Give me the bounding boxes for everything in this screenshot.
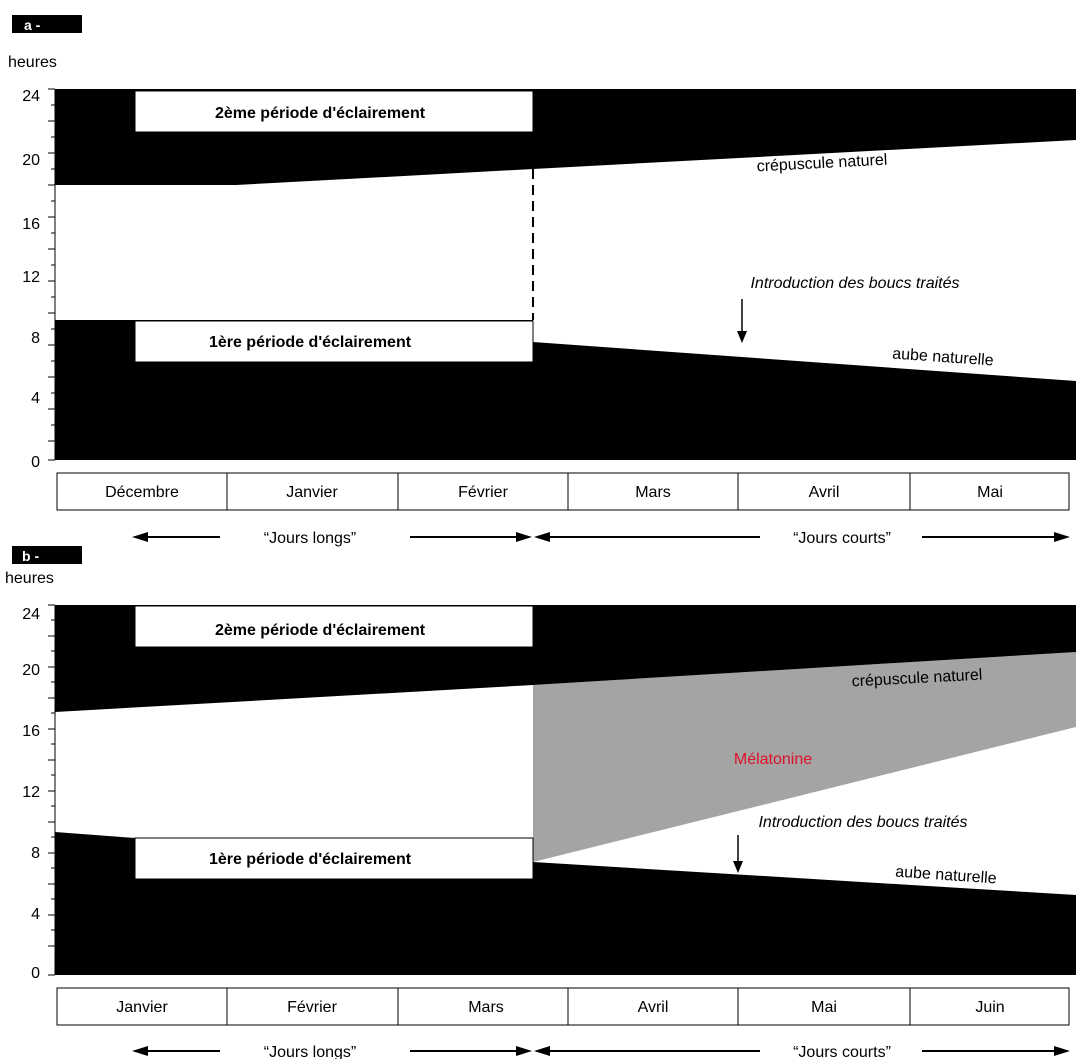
panel-b-month-6: Juin: [975, 999, 1004, 1016]
panel-a-lighting-1-box: [134, 320, 534, 363]
panel-a-dusk-label: crépuscule naturel: [756, 152, 887, 176]
panel-b-month-2: Février: [287, 999, 337, 1016]
panel-a-label: a -: [24, 17, 41, 33]
panel-b-month-5: Mai: [811, 999, 837, 1016]
panel-b-ytick-24: 24: [22, 606, 40, 623]
panel-b-intro-label: Introduction des boucs traités: [758, 814, 967, 831]
panel-a-ytick-4: 4: [31, 390, 40, 407]
panel-b-short-days: “Jours courts”: [793, 1044, 891, 1059]
panel-b-label: b -: [22, 548, 39, 564]
panel-b-lighting-1: 1ère période d'éclairement: [209, 851, 412, 868]
panel-a-ytick-0: 0: [31, 454, 40, 471]
panel-b-unit: heures: [5, 570, 54, 587]
panel-b-ytick-20: 20: [22, 662, 40, 679]
panel-a-intro-label: Introduction des boucs traités: [750, 275, 959, 292]
panel-b-y-ticks: [48, 604, 55, 976]
panel-b: b - heures 2ème période d'éclairement 1è…: [5, 546, 1076, 1059]
panel-b-month-3: Mars: [468, 999, 504, 1016]
panel-b-melatonin-label: Mélatonine: [734, 751, 812, 768]
panel-a-unit: heures: [8, 54, 57, 71]
panel-a-lighting-1: 1ère période d'éclairement: [209, 334, 412, 351]
panel-a-ytick-20: 20: [22, 152, 40, 169]
panel-b-dusk-label: crépuscule naturel: [851, 667, 982, 691]
panel-b-dawn-label: aube naturelle: [895, 863, 997, 887]
panel-b-ytick-8: 8: [31, 845, 40, 862]
panel-b-ytick-0: 0: [31, 965, 40, 982]
panel-a-ytick-16: 16: [22, 216, 40, 233]
panel-b-lighting-1-box: [134, 837, 534, 880]
panel-a-long-days: “Jours longs”: [264, 530, 356, 547]
panel-a-month-3: Février: [458, 484, 508, 501]
panel-b-melatonin-region: [533, 652, 1076, 862]
panel-b-ytick-4: 4: [31, 906, 40, 923]
panel-b-intro-arrowhead: [733, 861, 743, 873]
panel-a-month-1: Décembre: [105, 484, 179, 501]
panel-a-short-days: “Jours courts”: [793, 530, 891, 547]
panel-b-ytick-16: 16: [22, 723, 40, 740]
panel-b-lighting-2-box: [134, 605, 534, 648]
panel-a-month-6: Mai: [977, 484, 1003, 501]
panel-a-label-box: [12, 15, 82, 33]
panel-b-month-1: Janvier: [116, 999, 168, 1016]
panel-b-month-band: [56, 987, 1070, 1026]
panel-b-short-days-arrow: [534, 1046, 1070, 1056]
panel-a-y-ticks: [48, 88, 55, 461]
panel-a-long-days-arrow: [132, 532, 532, 542]
panel-a-lighting-2-box: [134, 90, 534, 133]
panel-a-dawn-label: aube naturelle: [892, 345, 994, 369]
panel-b-label-box: [12, 546, 82, 564]
panel-b-month-4: Avril: [638, 999, 669, 1016]
panel-a: a - heures 2ème période d'éclairement 1è…: [8, 15, 1076, 547]
panel-a-short-days-arrow: [534, 532, 1070, 542]
panel-b-ytick-12: 12: [22, 784, 40, 801]
panel-a-month-2: Janvier: [286, 484, 338, 501]
panel-a-ytick-8: 8: [31, 330, 40, 347]
panel-a-lighting-2: 2ème période d'éclairement: [215, 105, 426, 122]
panel-b-long-days: “Jours longs”: [264, 1044, 356, 1059]
panel-a-ytick-12: 12: [22, 269, 40, 286]
panel-a-intro-arrowhead: [737, 331, 747, 343]
panel-a-ytick-24: 24: [22, 88, 40, 105]
panel-a-month-4: Mars: [635, 484, 671, 501]
panel-b-lighting-2: 2ème période d'éclairement: [215, 622, 426, 639]
panel-a-month-5: Avril: [809, 484, 840, 501]
panel-a-month-band: [56, 472, 1070, 511]
panel-b-long-days-arrow: [132, 1046, 532, 1056]
